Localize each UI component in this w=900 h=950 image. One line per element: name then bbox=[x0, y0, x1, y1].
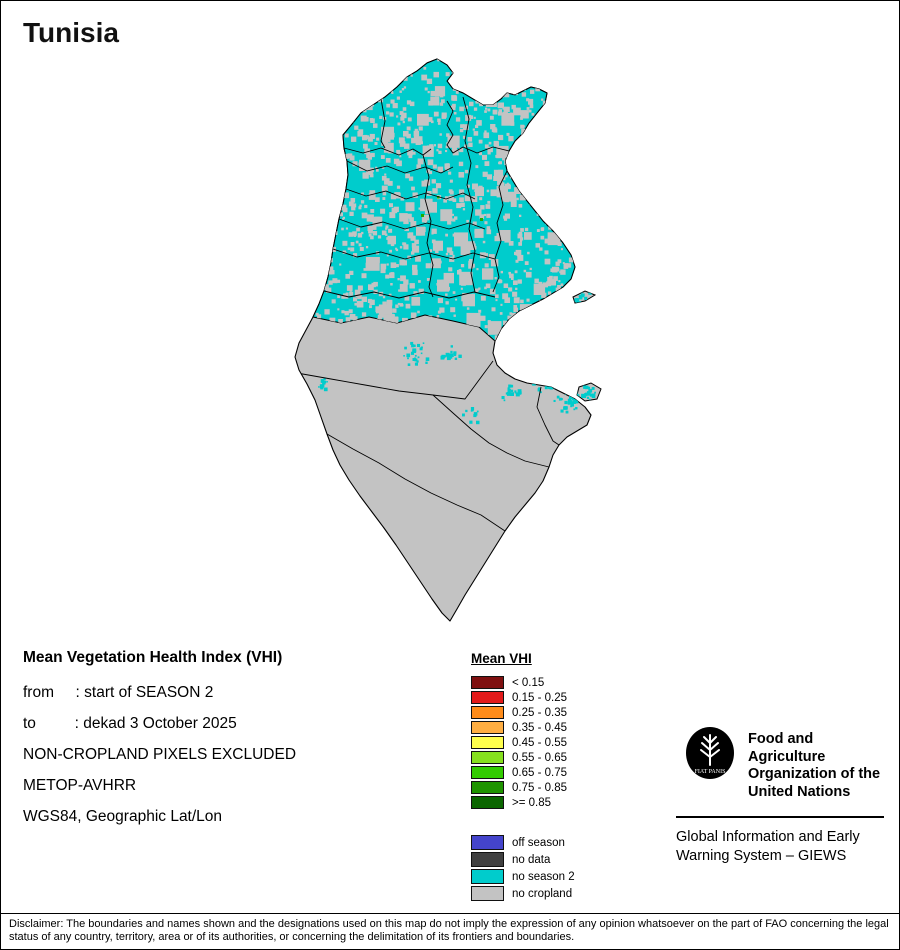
legend-item: off season bbox=[471, 834, 575, 851]
info-projection-line: WGS84, Geographic Lat/Lon bbox=[23, 808, 223, 825]
vhi-value-pixels bbox=[421, 196, 483, 221]
fao-org-name: Food and Agriculture Organization of the… bbox=[748, 725, 884, 801]
vhi-heading: Mean Vegetation Health Index (VHI) bbox=[23, 649, 283, 666]
fao-org-line: Organization of the bbox=[748, 766, 881, 782]
legend-item: 0.45 - 0.55 bbox=[471, 735, 575, 750]
fao-block: FIAT PANIS Food and Agriculture Organiza… bbox=[676, 725, 884, 866]
legend-swatch bbox=[471, 706, 504, 719]
legend-swatch bbox=[471, 796, 504, 809]
legend-item: < 0.15 bbox=[471, 675, 575, 690]
legend-label: 0.65 - 0.75 bbox=[512, 766, 567, 779]
fao-org-line: United Nations bbox=[748, 783, 851, 800]
legend-label: 0.15 - 0.25 bbox=[512, 691, 567, 704]
svg-text:FIAT PANIS: FIAT PANIS bbox=[695, 769, 726, 775]
disclaimer-text: Disclaimer: The boundaries and names sho… bbox=[1, 913, 899, 949]
legend-label: no season 2 bbox=[512, 870, 575, 883]
info-from-line: from : start of SEASON 2 bbox=[23, 684, 214, 701]
legend-swatch bbox=[471, 869, 504, 884]
legend-label: 0.55 - 0.65 bbox=[512, 751, 567, 764]
fao-org-line: Food and Agriculture bbox=[748, 731, 826, 765]
legend-swatch bbox=[471, 766, 504, 779]
legend-swatch bbox=[471, 676, 504, 689]
legend-label: 0.25 - 0.35 bbox=[512, 706, 567, 719]
legend-label: 0.35 - 0.45 bbox=[512, 721, 567, 734]
legend-label: 0.75 - 0.85 bbox=[512, 781, 567, 794]
legend-item: 0.75 - 0.85 bbox=[471, 780, 575, 795]
legend-label: < 0.15 bbox=[512, 676, 545, 689]
legend-item: 0.65 - 0.75 bbox=[471, 765, 575, 780]
legend-item: no cropland bbox=[471, 885, 575, 902]
fao-header: FIAT PANIS Food and Agriculture Organiza… bbox=[676, 725, 884, 801]
page-title: Tunisia bbox=[23, 17, 119, 48]
admin-borders bbox=[296, 96, 560, 532]
legend-label: off season bbox=[512, 836, 565, 849]
legend-label: 0.45 - 0.55 bbox=[512, 736, 567, 749]
legend-item: 0.25 - 0.35 bbox=[471, 705, 575, 720]
legend-label: no data bbox=[512, 853, 551, 866]
fao-divider-line bbox=[676, 816, 884, 818]
giews-line: Warning System – GIEWS bbox=[676, 848, 847, 864]
legend-item: 0.15 - 0.25 bbox=[471, 690, 575, 705]
legend-swatch bbox=[471, 691, 504, 704]
map-info-block: Mean Vegetation Health Index (VHI) from … bbox=[23, 649, 296, 826]
fao-logo-icon: FIAT PANIS bbox=[686, 727, 734, 779]
legend: Mean VHI < 0.15 0.15 - 0.25 0.25 - 0.35 … bbox=[471, 651, 575, 902]
legend-swatch bbox=[471, 781, 504, 794]
legend-item: no data bbox=[471, 851, 575, 868]
legend-swatch bbox=[471, 736, 504, 749]
legend-swatch bbox=[471, 721, 504, 734]
legend-swatch bbox=[471, 751, 504, 764]
legend-label: no cropland bbox=[512, 887, 573, 900]
legend-item: 0.55 - 0.65 bbox=[471, 750, 575, 765]
info-sensor-line: METOP-AVHRR bbox=[23, 777, 137, 794]
info-noncropland-line: NON-CROPLAND PIXELS EXCLUDED bbox=[23, 746, 297, 763]
legend-swatch bbox=[471, 852, 504, 867]
info-to-line: to : dekad 3 October 2025 bbox=[23, 715, 237, 732]
legend-extra-group: off season no data no season 2 no cropla… bbox=[471, 834, 575, 902]
legend-item: 0.35 - 0.45 bbox=[471, 720, 575, 735]
legend-item: >= 0.85 bbox=[471, 795, 575, 810]
legend-label: >= 0.85 bbox=[512, 796, 552, 809]
giews-name: Global Information and Early Warning Sys… bbox=[676, 828, 884, 866]
legend-swatch bbox=[471, 886, 504, 901]
giews-line: Global Information and Early bbox=[676, 829, 860, 845]
legend-item: no season 2 bbox=[471, 868, 575, 885]
legend-title: Mean VHI bbox=[471, 651, 532, 666]
legend-swatch bbox=[471, 835, 504, 850]
